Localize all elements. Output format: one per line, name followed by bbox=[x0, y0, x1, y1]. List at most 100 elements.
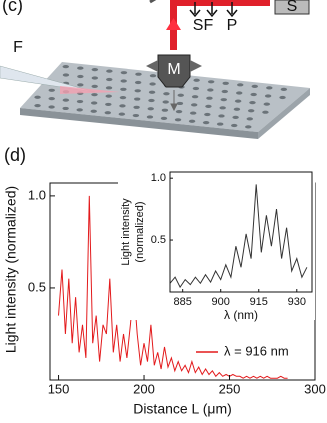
hole bbox=[192, 86, 200, 91]
inset-chart: 885 900 915 930 0.5 1.0 λ (nm) Light intensity(… bbox=[118, 168, 315, 322]
laser-cone bbox=[60, 86, 120, 94]
hole bbox=[251, 84, 258, 88]
hole bbox=[91, 93, 98, 97]
hole bbox=[91, 84, 98, 88]
hole bbox=[279, 95, 286, 100]
x-tick-label: 900 bbox=[212, 296, 230, 308]
setup-diagram: (c) SF P S F M bbox=[0, 0, 310, 139]
legend-label: λ = 916 nm bbox=[224, 343, 289, 358]
x-tick-label: 150 bbox=[48, 381, 70, 396]
data-line bbox=[169, 184, 308, 289]
inset-background bbox=[118, 168, 315, 320]
hole bbox=[263, 102, 271, 106]
mirror bbox=[149, 0, 157, 4]
hole bbox=[119, 104, 126, 108]
hole bbox=[62, 64, 69, 69]
red-beam-h bbox=[170, 0, 270, 6]
sample-slab bbox=[20, 62, 310, 132]
hole-array bbox=[34, 64, 288, 129]
y-tick-label: 1.0 bbox=[28, 187, 46, 202]
hole bbox=[250, 92, 257, 97]
y-tick-label: 0.5 bbox=[151, 234, 166, 246]
hole bbox=[221, 89, 228, 94]
hole bbox=[120, 87, 127, 91]
hole bbox=[48, 88, 55, 92]
hole bbox=[106, 69, 113, 73]
hole bbox=[191, 95, 199, 99]
y-tick-label: 1.0 bbox=[151, 172, 166, 184]
hole bbox=[90, 109, 97, 113]
x-axis-label: Distance L (μm) bbox=[133, 401, 232, 417]
y-tick-label: 0.5 bbox=[28, 279, 46, 294]
hole bbox=[34, 95, 41, 99]
hole bbox=[118, 112, 126, 116]
hole bbox=[105, 94, 112, 98]
hole bbox=[207, 88, 214, 92]
panel-label: (d) bbox=[4, 145, 26, 165]
hole bbox=[236, 91, 243, 95]
slab-edge bbox=[20, 108, 258, 139]
x-tick-label: 200 bbox=[133, 381, 155, 396]
objective-arrows bbox=[146, 60, 202, 72]
hole bbox=[247, 109, 255, 113]
hole bbox=[245, 125, 252, 129]
hole bbox=[161, 108, 169, 112]
hole bbox=[120, 79, 127, 83]
hole bbox=[90, 101, 98, 105]
hole bbox=[91, 68, 99, 72]
hole bbox=[106, 77, 113, 82]
hole bbox=[160, 116, 168, 120]
hole bbox=[162, 100, 169, 104]
hole bbox=[280, 87, 288, 91]
m-label: M bbox=[167, 61, 180, 78]
hole bbox=[77, 83, 84, 87]
data-line bbox=[58, 195, 288, 379]
sf-label: SF bbox=[193, 17, 214, 34]
plot-frame bbox=[169, 171, 313, 293]
hole bbox=[104, 111, 111, 115]
y-axis-label: Light intensity bbox=[120, 198, 132, 266]
y-axis-label: (normalized) bbox=[134, 201, 146, 262]
hole bbox=[135, 72, 142, 76]
hole bbox=[163, 92, 170, 96]
hole bbox=[146, 115, 154, 119]
spectrometer-box bbox=[274, 0, 310, 15]
hole bbox=[148, 90, 156, 94]
hole bbox=[237, 83, 244, 87]
objective-move-arrow bbox=[170, 90, 178, 112]
hole bbox=[266, 86, 273, 90]
hole bbox=[119, 95, 127, 100]
hole bbox=[264, 94, 272, 98]
hole bbox=[205, 104, 212, 108]
hole bbox=[222, 81, 229, 85]
hole bbox=[175, 110, 183, 114]
hole bbox=[76, 108, 83, 112]
x-tick-label: 250 bbox=[219, 381, 241, 396]
hole bbox=[91, 76, 99, 80]
hole bbox=[77, 66, 84, 70]
hole bbox=[220, 98, 227, 102]
hole bbox=[174, 118, 182, 122]
main-chart: 150 200 250 300 0.5 1.0 Distance L (μm) Light i… bbox=[3, 145, 326, 417]
p-label: P bbox=[227, 17, 238, 34]
panel-label: (c) bbox=[2, 0, 23, 15]
fiber-tip bbox=[0, 65, 96, 93]
x-axis-label: λ (nm) bbox=[224, 308, 258, 322]
hole bbox=[206, 96, 213, 100]
hole bbox=[207, 80, 215, 84]
x-tick-label: 930 bbox=[288, 296, 306, 308]
slab-side bbox=[258, 88, 310, 139]
x-tick-label: 915 bbox=[250, 296, 268, 308]
hole bbox=[134, 80, 142, 85]
beam-arrow bbox=[166, 18, 181, 30]
hole bbox=[216, 122, 224, 126]
hole bbox=[77, 74, 84, 79]
hole bbox=[262, 110, 269, 114]
hole bbox=[133, 105, 140, 109]
x-tick-label: 300 bbox=[304, 381, 326, 396]
hole bbox=[176, 101, 184, 106]
hole bbox=[120, 71, 128, 75]
optics-arrows bbox=[189, 2, 238, 18]
hole bbox=[249, 101, 256, 105]
